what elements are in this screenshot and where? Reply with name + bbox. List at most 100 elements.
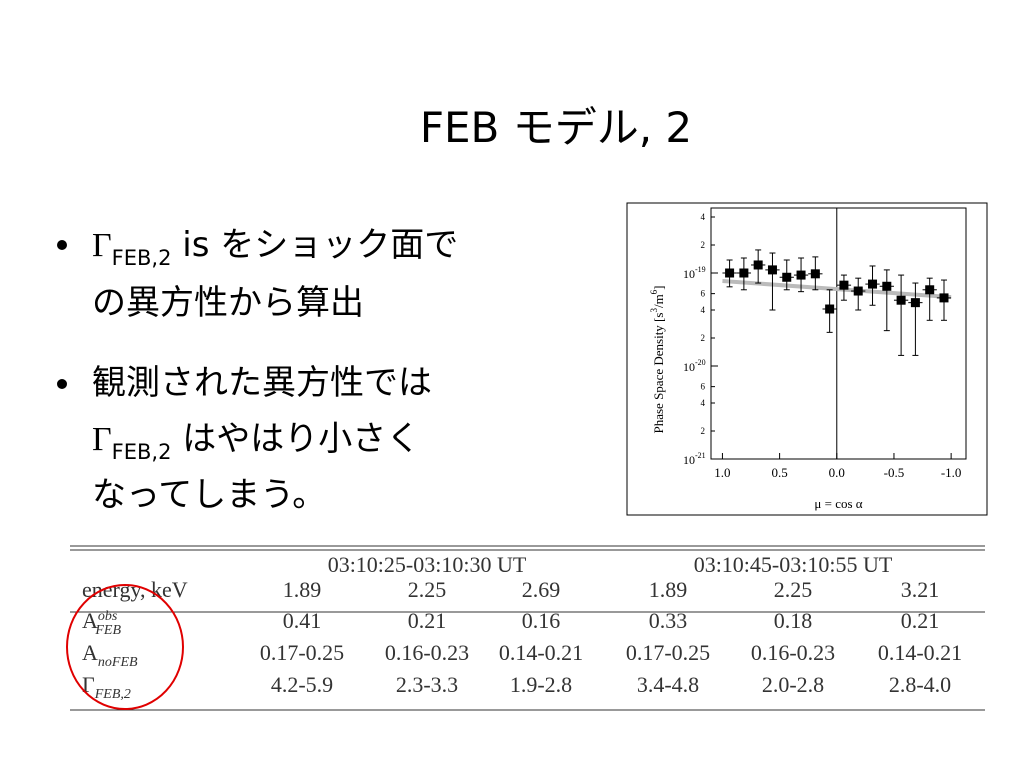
data-point — [925, 285, 935, 295]
y-tick-label: 4 — [701, 212, 706, 222]
x-tick-label: 0.5 — [771, 465, 787, 480]
label-text: ] — [651, 285, 666, 289]
label-text: /m — [651, 294, 666, 308]
table: 03:10:25-03:10:30 UT 03:10:45-03:10:55 UT… — [70, 545, 985, 711]
y-tick-label: 10-21 — [683, 451, 706, 467]
subscript: FEB — [94, 623, 121, 638]
subscript: FEB,2 — [112, 440, 172, 464]
table-cell: 0.33 — [649, 608, 688, 633]
table-cell: 3.21 — [901, 577, 940, 602]
highlight-circle — [66, 584, 184, 710]
bullet-line: なってしまう。 — [92, 475, 326, 515]
text: is をショック面で — [171, 225, 458, 265]
subscript: FEB,2 — [112, 246, 172, 270]
table-cell: 0.17-0.25 — [260, 640, 344, 665]
row-label: AnoFEB — [82, 640, 138, 670]
x-axis-label: μ = cos α — [814, 496, 862, 511]
subscript: noFEB — [98, 655, 138, 670]
fit-line — [722, 279, 952, 300]
bullet-dot — [57, 379, 67, 389]
y-tick-label: 10-19 — [683, 265, 706, 281]
table-cell: 1.89 — [649, 577, 688, 602]
table-cell: 0.14-0.21 — [878, 640, 962, 665]
data-point — [782, 272, 792, 282]
data-point — [939, 293, 949, 303]
data-point — [796, 270, 806, 280]
plot-frame — [710, 207, 967, 460]
row-label: Aobs FEB — [82, 608, 121, 638]
exponent: -20 — [695, 358, 706, 367]
x-tick-label: 0.0 — [829, 465, 845, 480]
column-group-header: 03:10:45-03:10:55 UT — [694, 552, 893, 577]
label: A — [82, 640, 98, 665]
bullet-line: の異方性から算出 — [92, 283, 364, 323]
exponent: -21 — [695, 451, 706, 460]
y-tick-label: 4 — [701, 305, 706, 315]
table-cell: 0.17-0.25 — [626, 640, 710, 665]
y-tick-label: 6 — [701, 382, 706, 392]
table-cell: 2.69 — [522, 577, 561, 602]
table-cell: 3.4-4.8 — [637, 672, 699, 697]
table-cell: 2.3-3.3 — [396, 672, 458, 697]
data-point — [896, 295, 906, 305]
label: A — [82, 608, 98, 633]
y-tick-label: 4 — [701, 398, 706, 408]
table-cell: 0.14-0.21 — [499, 640, 583, 665]
row-label: energy, keV — [82, 577, 188, 602]
row-label: ΓFEB,2 — [82, 672, 131, 702]
data-point — [882, 281, 892, 291]
symbol: Γ — [92, 421, 112, 458]
y-tick-label: 10-20 — [683, 358, 706, 374]
text: はやはり小さく — [171, 419, 420, 459]
column-group-header: 03:10:25-03:10:30 UT — [328, 552, 527, 577]
data-point — [825, 304, 835, 314]
superscript: obs — [98, 609, 118, 624]
table-cell: 0.41 — [283, 608, 322, 633]
superscript: 3 — [649, 308, 659, 313]
bullet-line: ΓFEB,2 はやはり小さく — [92, 419, 420, 464]
table-cell: 1.89 — [283, 577, 322, 602]
data-point — [839, 280, 849, 290]
chart-frame — [626, 202, 988, 516]
superscript: 6 — [649, 289, 659, 294]
base: 10 — [683, 453, 695, 467]
data-point — [853, 286, 863, 296]
symbol: Γ — [92, 227, 112, 264]
table-cell: 2.0-2.8 — [762, 672, 824, 697]
data-point — [753, 260, 763, 270]
table-cell: 0.16 — [522, 608, 561, 633]
y-tick-label: 2 — [701, 240, 706, 250]
x-tick-label: -0.5 — [884, 465, 905, 480]
y-tick-label: 6 — [701, 289, 706, 299]
y-tick-label: 2 — [701, 333, 706, 343]
base: 10 — [683, 360, 695, 374]
bullet-line: 観測された異方性では — [92, 363, 432, 403]
bullet-line: ΓFEB,2 is をショック面で — [92, 225, 458, 270]
table-cell: 0.21 — [901, 608, 940, 633]
data-point — [767, 265, 777, 275]
table-cell: 1.9-2.8 — [510, 672, 572, 697]
table-cell: 2.8-4.0 — [889, 672, 951, 697]
label-text: Phase Space Density [s — [651, 313, 666, 434]
base: 10 — [683, 267, 695, 281]
y-tick-label: 2 — [701, 426, 706, 436]
label: energy, keV — [82, 577, 188, 602]
table-cell: 0.18 — [774, 608, 813, 633]
exponent: -19 — [695, 265, 706, 274]
label: Γ — [82, 672, 95, 697]
table-cell: 2.25 — [774, 577, 813, 602]
data-point — [739, 268, 749, 278]
table-cell: 0.16-0.23 — [385, 640, 469, 665]
table-cell: 4.2-5.9 — [271, 672, 333, 697]
table-cell: 0.16-0.23 — [751, 640, 835, 665]
data-point — [725, 268, 735, 278]
data-point — [910, 298, 920, 308]
data-point — [868, 279, 878, 289]
slide-title: FEB モデル, 2 — [420, 103, 692, 152]
table-cell: 0.21 — [408, 608, 447, 633]
bullet-dot — [57, 240, 67, 250]
data-point — [810, 269, 820, 279]
subscript: FEB,2 — [94, 687, 131, 702]
y-axis-label: Phase Space Density [s3/m6] — [649, 285, 666, 433]
